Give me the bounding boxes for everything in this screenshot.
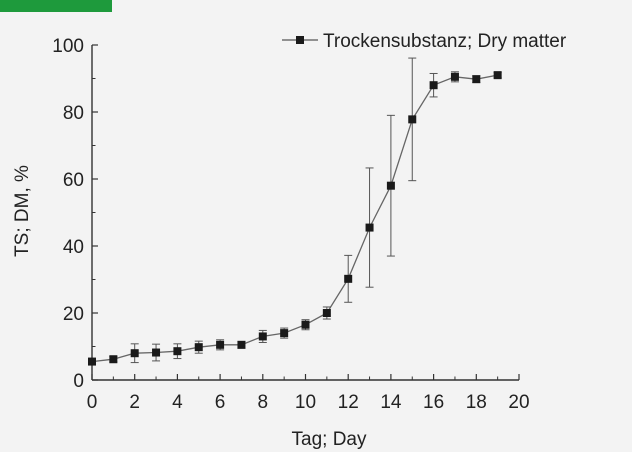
data-point [280, 329, 289, 338]
y-tick-label: 100 [52, 36, 84, 57]
x-tick-label: 18 [466, 392, 487, 413]
data-point [173, 347, 182, 356]
legend-marker [296, 36, 304, 44]
legend-label: Trockensubstanz; Dry matter [323, 31, 567, 52]
data-point [216, 340, 225, 349]
data-point [237, 340, 246, 349]
y-axis-title: TS; DM, % [12, 165, 33, 257]
data-point [344, 274, 353, 283]
data-point [322, 309, 331, 317]
y-tick-label: 0 [73, 371, 84, 392]
x-tick-label: 0 [87, 392, 98, 413]
series-line [91, 74, 498, 363]
y-tick-label: 60 [63, 170, 84, 191]
data-point [472, 75, 481, 84]
x-tick-label: 8 [258, 392, 269, 413]
y-tick-label: 40 [63, 237, 84, 258]
corner-tab [0, 0, 112, 12]
y-tick-label: 20 [63, 304, 84, 325]
data-point [365, 223, 374, 232]
x-tick-label: 14 [380, 392, 402, 413]
x-tick-label: 10 [295, 392, 316, 413]
legend: Trockensubstanz; Dry matter [282, 31, 567, 52]
y-axis-ticks: 0 20 40 60 80 100 [52, 36, 98, 392]
data-point [493, 71, 502, 80]
data-point [429, 81, 438, 90]
data-point [130, 349, 139, 358]
x-tick-label: 2 [129, 392, 140, 413]
x-axis-title: Tag; Day [292, 429, 367, 450]
data-point [450, 72, 459, 81]
data-point [109, 355, 118, 364]
x-tick-label: 16 [423, 392, 444, 413]
data-point [258, 332, 267, 341]
x-axis-ticks: 0 2 4 6 8 10 12 14 16 18 20 [87, 374, 530, 413]
data-point [301, 320, 310, 329]
x-tick-label: 20 [508, 392, 529, 413]
data-point [408, 115, 417, 124]
y-tick-label: 80 [63, 103, 84, 124]
data-point [386, 181, 395, 190]
x-tick-label: 6 [215, 392, 226, 413]
data-point [194, 343, 203, 352]
x-tick-label: 4 [172, 392, 183, 413]
data-point [152, 348, 161, 357]
data-point [88, 357, 96, 366]
series-layer [88, 57, 502, 366]
x-tick-label: 12 [338, 392, 359, 413]
